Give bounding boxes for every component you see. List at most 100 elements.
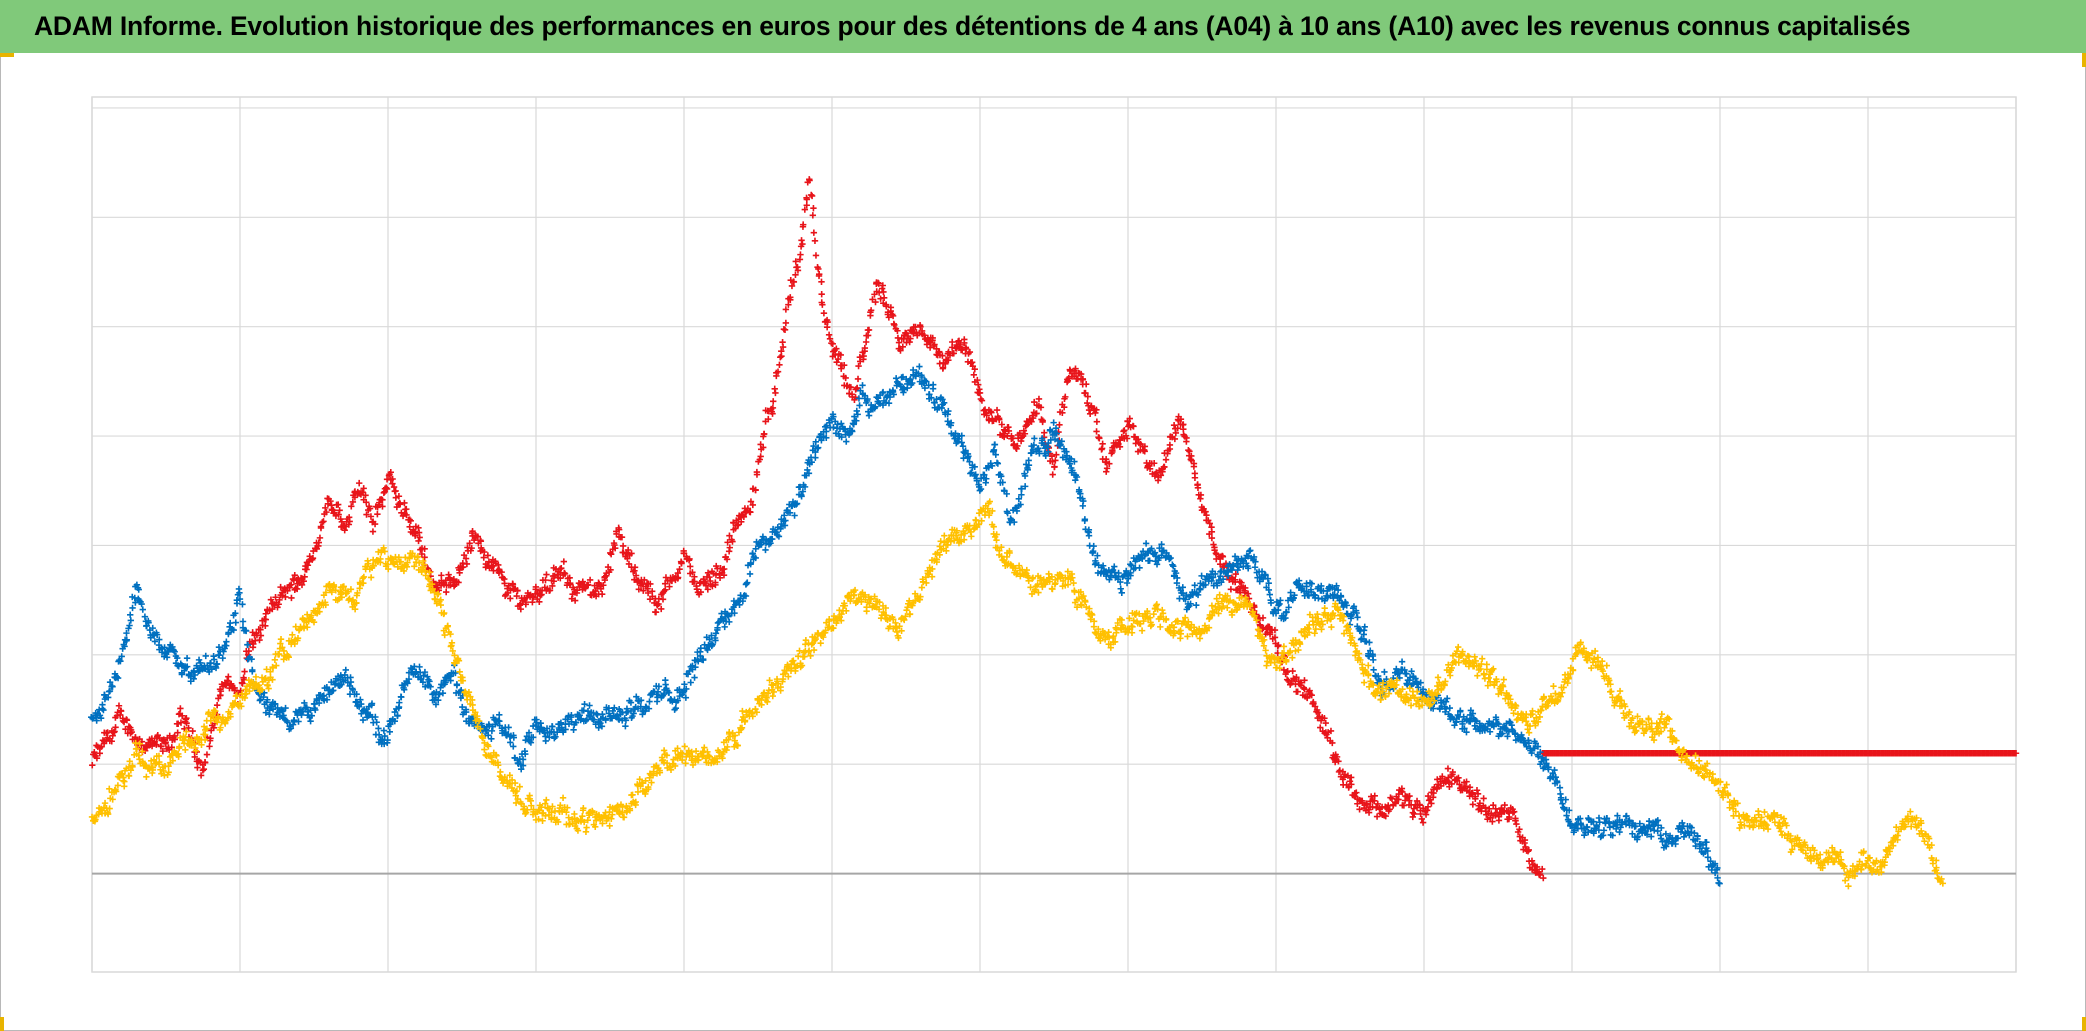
data-point xyxy=(1495,817,1503,824)
data-point xyxy=(1301,686,1308,693)
data-point xyxy=(415,537,422,545)
data-point xyxy=(249,666,256,674)
data-point xyxy=(937,538,944,545)
data-point xyxy=(1704,854,1712,861)
data-point xyxy=(1449,768,1456,776)
data-point xyxy=(201,759,209,766)
data-point xyxy=(315,542,322,550)
data-point xyxy=(207,659,214,667)
data-point xyxy=(708,632,715,639)
data-point xyxy=(769,692,776,700)
data-point xyxy=(530,594,537,601)
data-point xyxy=(444,623,451,630)
data-point xyxy=(966,458,973,465)
data-point xyxy=(889,312,897,320)
data-point xyxy=(133,581,141,588)
data-point xyxy=(1424,792,1432,800)
data-point xyxy=(563,808,570,816)
data-point xyxy=(580,805,587,812)
data-point xyxy=(939,352,946,359)
data-point xyxy=(383,485,391,493)
data-point xyxy=(151,638,159,645)
data-point xyxy=(1079,502,1087,510)
data-point xyxy=(1408,668,1415,675)
data-point xyxy=(1170,563,1177,570)
data-point xyxy=(1266,591,1273,598)
data-point xyxy=(448,639,456,646)
data-point xyxy=(538,803,545,811)
data-point xyxy=(349,498,357,506)
data-point xyxy=(386,728,393,736)
data-point xyxy=(776,361,783,369)
data-point xyxy=(1528,857,1536,865)
data-point xyxy=(177,705,184,712)
data-point xyxy=(1159,468,1166,475)
data-point xyxy=(691,674,698,681)
data-point xyxy=(972,471,979,478)
data-point xyxy=(812,454,819,461)
data-point xyxy=(808,192,816,200)
data-point xyxy=(169,757,177,764)
data-point xyxy=(589,809,596,816)
data-point xyxy=(1609,832,1616,839)
data-point xyxy=(632,798,639,806)
data-point xyxy=(1136,564,1143,572)
data-point xyxy=(537,592,544,599)
data-point xyxy=(139,758,146,765)
data-point xyxy=(365,560,372,567)
data-point xyxy=(853,417,860,424)
data-point xyxy=(521,747,529,755)
data-point xyxy=(271,700,278,708)
data-point xyxy=(248,656,255,663)
data-point xyxy=(193,748,200,756)
data-point xyxy=(785,673,792,680)
data-point xyxy=(328,588,336,596)
data-point xyxy=(150,756,158,764)
data-point xyxy=(985,511,993,519)
data-point xyxy=(974,376,981,384)
data-point xyxy=(1130,423,1137,430)
data-point xyxy=(615,526,623,533)
data-point xyxy=(781,512,788,519)
data-point xyxy=(535,816,542,823)
data-point xyxy=(965,453,972,460)
data-point xyxy=(526,795,534,803)
data-point xyxy=(317,524,325,532)
data-point xyxy=(967,470,974,477)
data-point xyxy=(1228,566,1236,574)
data-point xyxy=(141,613,149,620)
data-point xyxy=(1492,716,1500,723)
data-point xyxy=(411,532,419,539)
data-point xyxy=(549,803,556,810)
data-point xyxy=(1545,763,1552,771)
data-point xyxy=(349,596,357,604)
data-point xyxy=(590,716,598,724)
data-point xyxy=(803,202,810,209)
data-point xyxy=(488,735,495,742)
data-point xyxy=(149,624,156,632)
data-point xyxy=(1310,698,1317,706)
data-point xyxy=(136,740,143,748)
data-point xyxy=(1179,590,1187,597)
data-point xyxy=(395,493,403,500)
data-point xyxy=(570,726,577,734)
data-point xyxy=(736,601,743,608)
data-point xyxy=(1430,789,1437,797)
data-point xyxy=(1065,375,1072,382)
data-point xyxy=(921,384,929,392)
data-point xyxy=(799,221,807,228)
data-point xyxy=(1406,797,1413,804)
data-point xyxy=(1069,467,1076,474)
data-point xyxy=(1086,410,1094,418)
data-point xyxy=(983,475,990,482)
data-point xyxy=(1350,603,1358,610)
data-point xyxy=(415,559,423,567)
data-point xyxy=(1226,561,1233,568)
data-point xyxy=(811,237,819,244)
data-point xyxy=(646,698,653,705)
data-point xyxy=(689,569,696,576)
data-point xyxy=(651,608,659,616)
data-point xyxy=(1542,756,1550,763)
data-point xyxy=(738,724,746,732)
data-point xyxy=(622,723,629,730)
